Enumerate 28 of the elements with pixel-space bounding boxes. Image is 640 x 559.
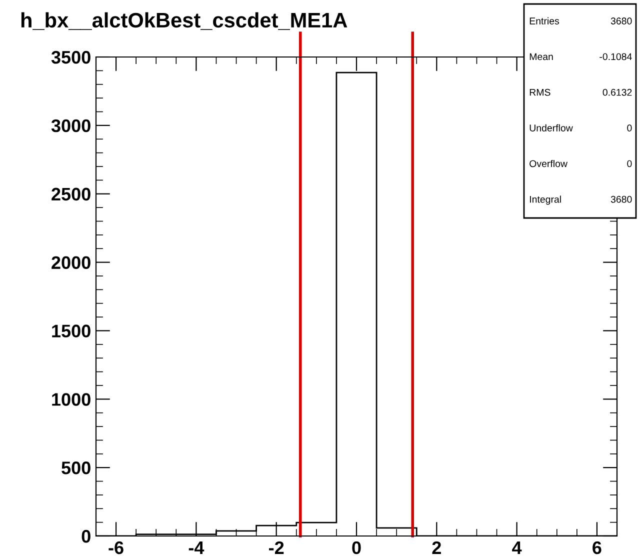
text: 3680	[610, 18, 632, 24]
x-tick-label: 2	[432, 541, 441, 554]
x-tick-label: -4	[188, 542, 204, 554]
x-tick-label: 6	[592, 541, 602, 554]
x-tick-label: 4	[512, 542, 522, 554]
text: Entries	[530, 17, 560, 24]
annotation: Integral	[530, 196, 561, 205]
y-tick-label: 2000	[52, 256, 90, 270]
x-tick-label: -6	[108, 541, 124, 554]
annotation: RMS	[530, 88, 550, 96]
y-tick-label: 2500	[52, 188, 90, 201]
y-tick-label: 3500	[51, 50, 90, 64]
annotation: 3680	[610, 196, 632, 203]
y-tick-label: 3000	[51, 119, 90, 132]
y-tick-label: 0	[82, 530, 90, 543]
y-tick-label: 500	[62, 462, 90, 474]
text: 0	[627, 124, 632, 132]
annotation: Overflow	[530, 160, 568, 168]
y-tick-label: 1000	[52, 393, 90, 406]
x-tick-label: 0	[352, 541, 361, 554]
annotation: -0.1084	[600, 53, 632, 60]
annotation: Underflow	[530, 124, 573, 132]
annotation: Mean	[530, 53, 553, 60]
x-tick-label: -2	[269, 541, 284, 554]
text: 0	[627, 160, 632, 168]
annotation: 0.6132	[602, 88, 632, 96]
y-tick-label: 1500	[52, 324, 90, 338]
chart-title: h_bx__alctOkBest_cscdet_ME1A	[21, 12, 348, 30]
